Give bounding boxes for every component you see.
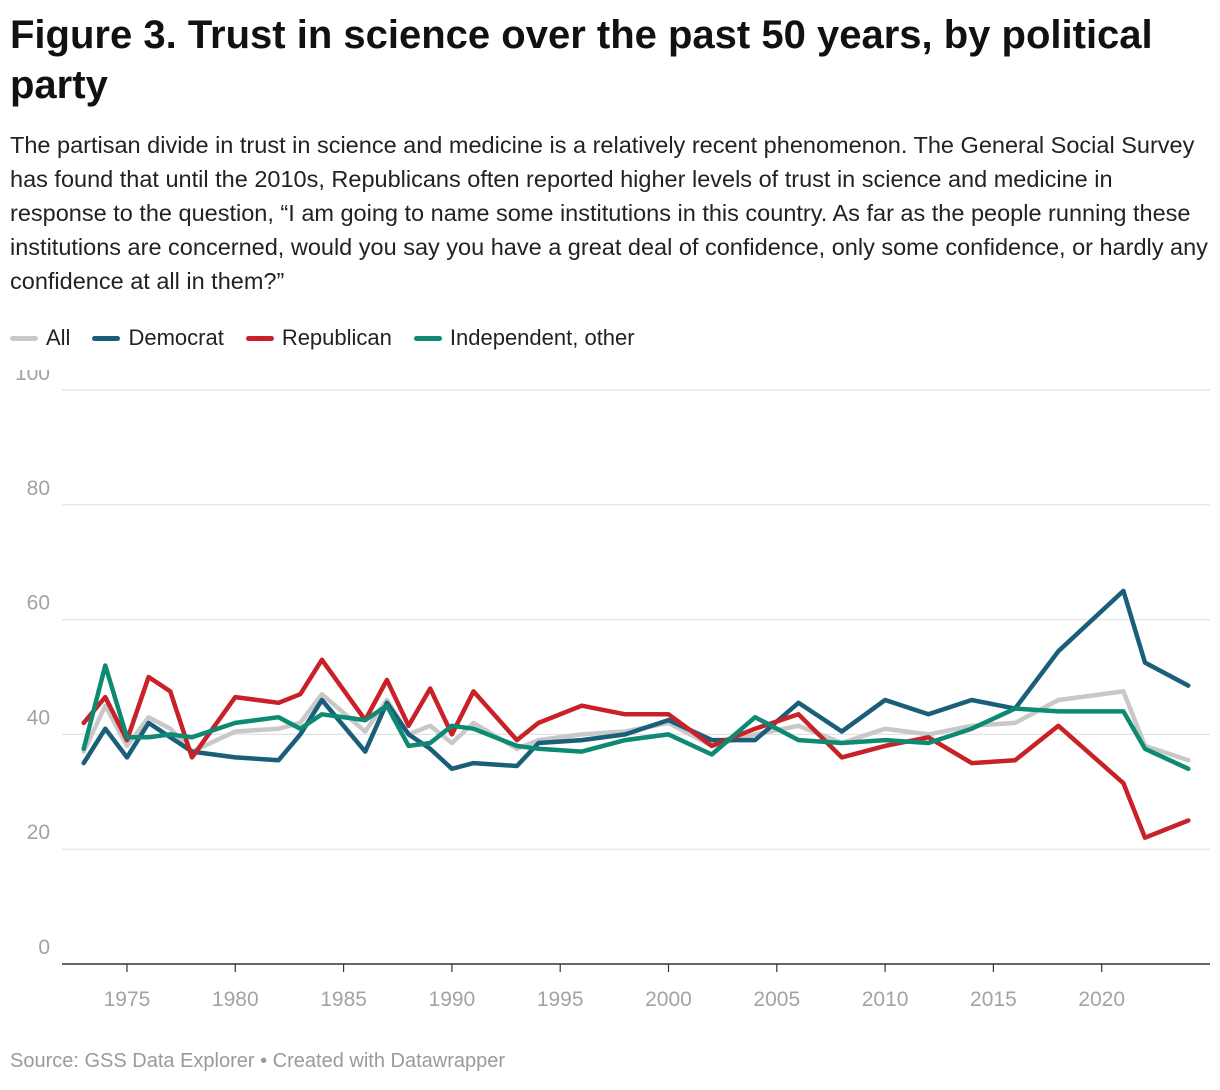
x-tick-label: 2015 [970,988,1017,1011]
line-chart: 0 20 40 60 80 100 1975 1980 1985 1990 1995 2000 200… [15,370,1210,1011]
legend-swatch [413,335,442,341]
x-tick-label: 2005 [753,988,800,1011]
x-tick-label: 1985 [320,988,367,1011]
x-tick-label: 2010 [862,988,909,1011]
legend-item: Democrat [92,325,224,351]
legend-label: Republican [281,325,392,350]
y-tick-label: 80 [27,477,50,500]
series-line-independent-other [81,663,1191,772]
x-tick-label: 1975 [104,988,151,1011]
x-tick-label: 1990 [429,988,476,1011]
y-tick-label: 100 [15,370,50,385]
series-line-republican [81,657,1191,840]
series-line-democrat [81,588,1191,772]
x-tick-label: 1995 [537,988,584,1011]
gridlines [62,389,1210,965]
legend-item: All [10,325,70,351]
legend-swatch [92,335,121,341]
legend-label: Independent, other [449,325,635,350]
series-lines [81,588,1191,840]
y-tick-label: 0 [38,936,50,959]
legend-item: Independent, other [413,325,635,351]
legend-swatch [245,335,274,341]
y-axis-ticks: 0 20 40 60 80 100 [15,370,50,959]
x-tick-label: 2000 [645,988,692,1011]
x-axis-ticks: 1975 1980 1985 1990 1995 2000 2005 2010 2015 2020 [104,964,1125,1011]
x-tick-label: 2020 [1078,988,1125,1011]
legend-label: Democrat [128,325,224,350]
legend-item: Republican [245,325,392,351]
chart-subtitle: The partisan divide in trust in science … [10,132,1208,294]
y-tick-label: 60 [27,592,50,615]
legend-swatch [10,335,38,341]
y-tick-label: 40 [27,706,50,729]
y-tick-label: 20 [27,821,50,844]
legend-label: All [46,325,71,350]
source-note: Source: GSS Data Explorer • Created with… [10,1050,505,1072]
x-tick-label: 1980 [212,988,259,1011]
chart-title: Figure 3. Trust in science over the past… [10,13,1153,107]
legend: All Democrat Republican Independent, other [10,322,657,354]
series-line-all [81,689,1191,763]
